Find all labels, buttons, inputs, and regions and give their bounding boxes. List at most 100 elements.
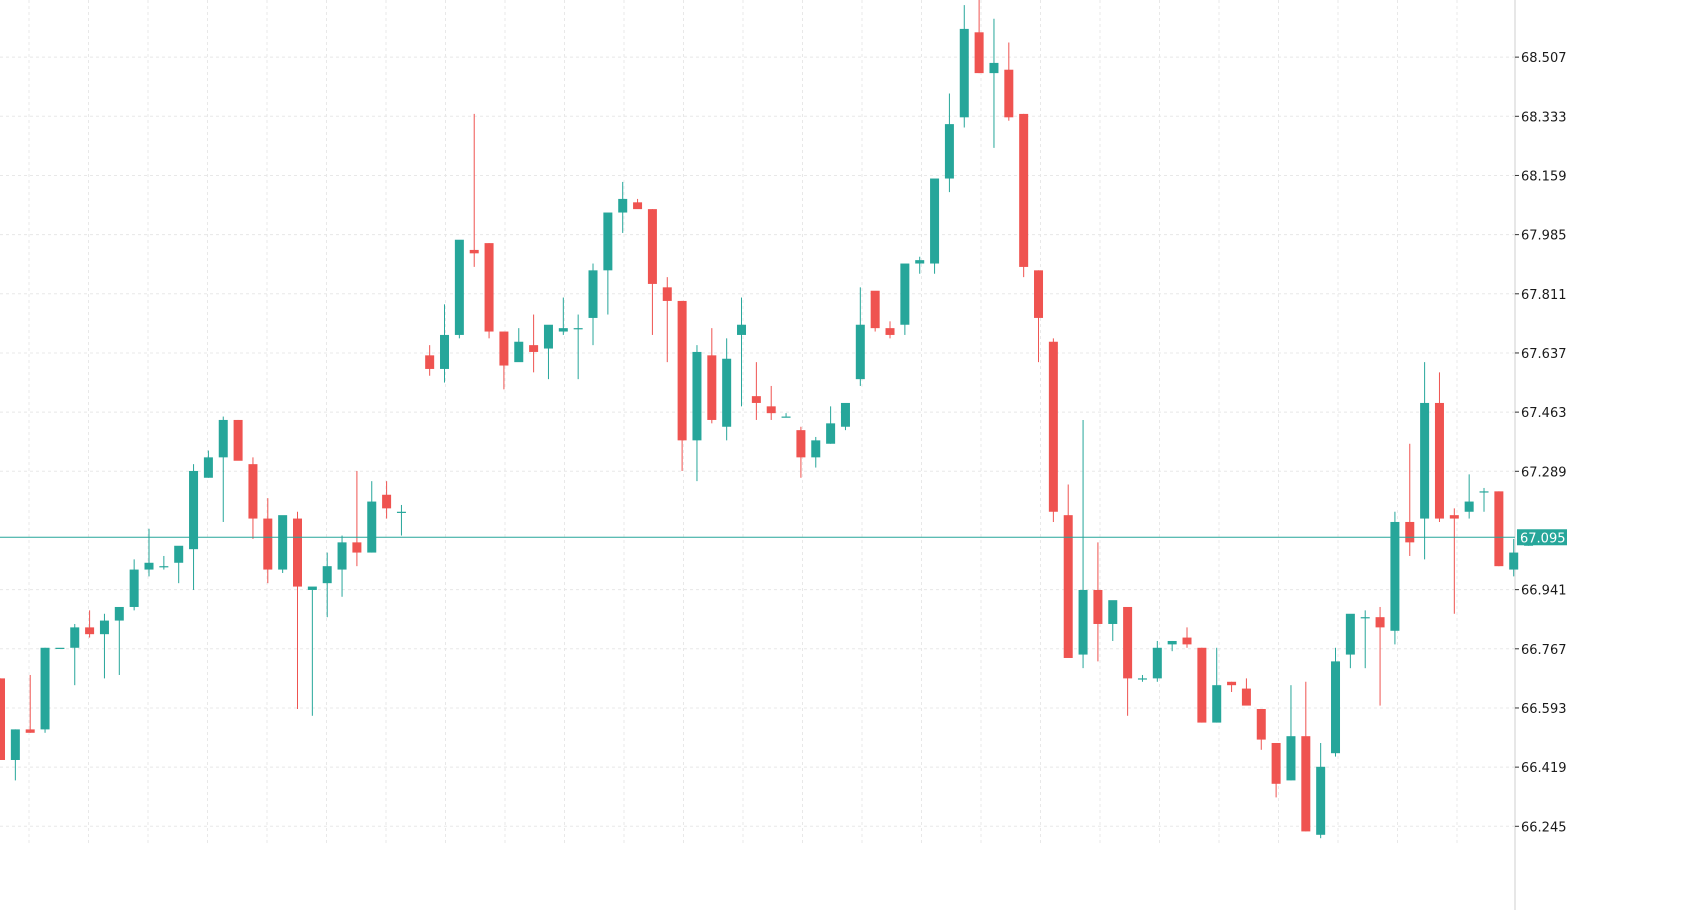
candle-down[interactable] [233,419,243,461]
candle-down[interactable] [1375,606,1385,706]
candle-up[interactable] [543,324,553,380]
candle-down[interactable] [529,314,539,373]
candle-down[interactable] [751,362,761,420]
candle-down[interactable] [293,511,302,709]
candle-down[interactable] [1048,338,1058,522]
candle-up[interactable] [1316,742,1326,839]
candle-up[interactable] [144,528,154,577]
candle-up[interactable] [189,464,199,590]
candle-up[interactable] [722,338,732,441]
candle-down[interactable] [1271,742,1281,798]
candle-up[interactable] [1137,674,1147,682]
candle-up[interactable] [322,552,332,618]
candle-up[interactable] [826,406,836,444]
candle-down[interactable] [974,0,984,74]
candle-down[interactable] [1093,542,1103,662]
candle-up[interactable] [692,345,702,482]
candle-up[interactable] [396,504,406,536]
candle-up[interactable] [840,402,850,431]
candle-up[interactable] [55,647,65,649]
candle-up[interactable] [1212,647,1222,723]
candle-down[interactable] [382,481,392,519]
candle-down[interactable] [885,321,895,339]
candle-down[interactable] [1494,491,1504,567]
candle-up[interactable] [900,263,910,335]
candle-down[interactable] [662,277,672,363]
candle-up[interactable] [1420,362,1430,560]
candle-down[interactable] [647,209,657,335]
candle-up[interactable] [174,545,184,584]
candle-up[interactable] [1078,419,1088,669]
candle-up[interactable] [1152,640,1162,682]
candle-down[interactable] [1256,708,1266,750]
candle-up[interactable] [114,606,124,675]
candle-up[interactable] [203,450,213,478]
candle-down[interactable] [352,470,362,567]
candle-up[interactable] [1479,487,1489,512]
candle-down[interactable] [425,345,435,376]
candle-down[interactable] [1241,678,1251,706]
candle-down[interactable] [707,328,717,424]
candle-up[interactable] [573,314,583,380]
candle-up[interactable] [337,535,347,597]
candle-down[interactable] [1182,627,1192,648]
candle-up[interactable] [367,481,377,553]
candle-up[interactable] [603,212,613,315]
candle-up[interactable] [811,436,821,468]
candle-down[interactable] [484,243,494,339]
candle-up[interactable] [70,623,80,686]
candle-down[interactable] [85,610,95,638]
candle-down[interactable] [633,198,643,210]
candle-down[interactable] [469,113,479,267]
candle-up[interactable] [1331,647,1341,757]
candle-down[interactable] [1019,113,1029,278]
candle-up[interactable] [1167,640,1177,652]
candle-up[interactable] [1108,600,1118,641]
candle-down[interactable] [1034,270,1044,363]
candle-up[interactable] [40,647,50,733]
candle-up[interactable] [781,413,791,418]
candle-up[interactable] [99,613,109,679]
candle-up[interactable] [278,515,288,573]
candle-down[interactable] [1123,606,1133,716]
candle-up[interactable] [618,181,628,233]
candle-down[interactable] [1405,443,1415,556]
candle-up[interactable] [1360,610,1370,669]
candle-down[interactable] [499,331,509,390]
candle-up[interactable] [1286,685,1296,781]
candle-down[interactable] [766,385,776,420]
candle-up[interactable] [514,328,524,363]
candle-up[interactable] [1390,511,1400,645]
candle-up[interactable] [307,586,317,716]
candle-up[interactable] [129,559,139,611]
candle-down[interactable] [1301,681,1311,832]
candle-up[interactable] [218,416,228,522]
candle-up[interactable] [1464,474,1474,519]
candle-down[interactable] [248,457,258,539]
candle-up[interactable] [959,5,969,128]
candle-down[interactable] [1004,42,1014,121]
candle-down[interactable] [1434,372,1444,522]
candle-down[interactable] [1449,508,1459,614]
candle-down[interactable] [263,498,273,584]
candle-up[interactable] [558,297,568,335]
candle-down[interactable] [796,426,806,478]
candle-down[interactable] [1227,681,1237,692]
candle-up[interactable] [989,18,999,148]
candle-down[interactable] [25,674,35,733]
candle-down[interactable] [677,300,687,471]
candle-up[interactable] [588,263,598,346]
candle-up[interactable] [944,93,954,193]
candle-up[interactable] [440,304,450,383]
candle-down[interactable] [0,678,5,760]
candle-up[interactable] [1509,538,1519,577]
candle-down[interactable] [1197,647,1207,723]
candle-up[interactable] [930,178,940,274]
candle-up[interactable] [1345,613,1355,669]
candle-up[interactable] [454,239,464,339]
candle-up[interactable] [737,297,747,407]
candle-down[interactable] [870,290,880,332]
candle-down[interactable] [1063,484,1073,658]
